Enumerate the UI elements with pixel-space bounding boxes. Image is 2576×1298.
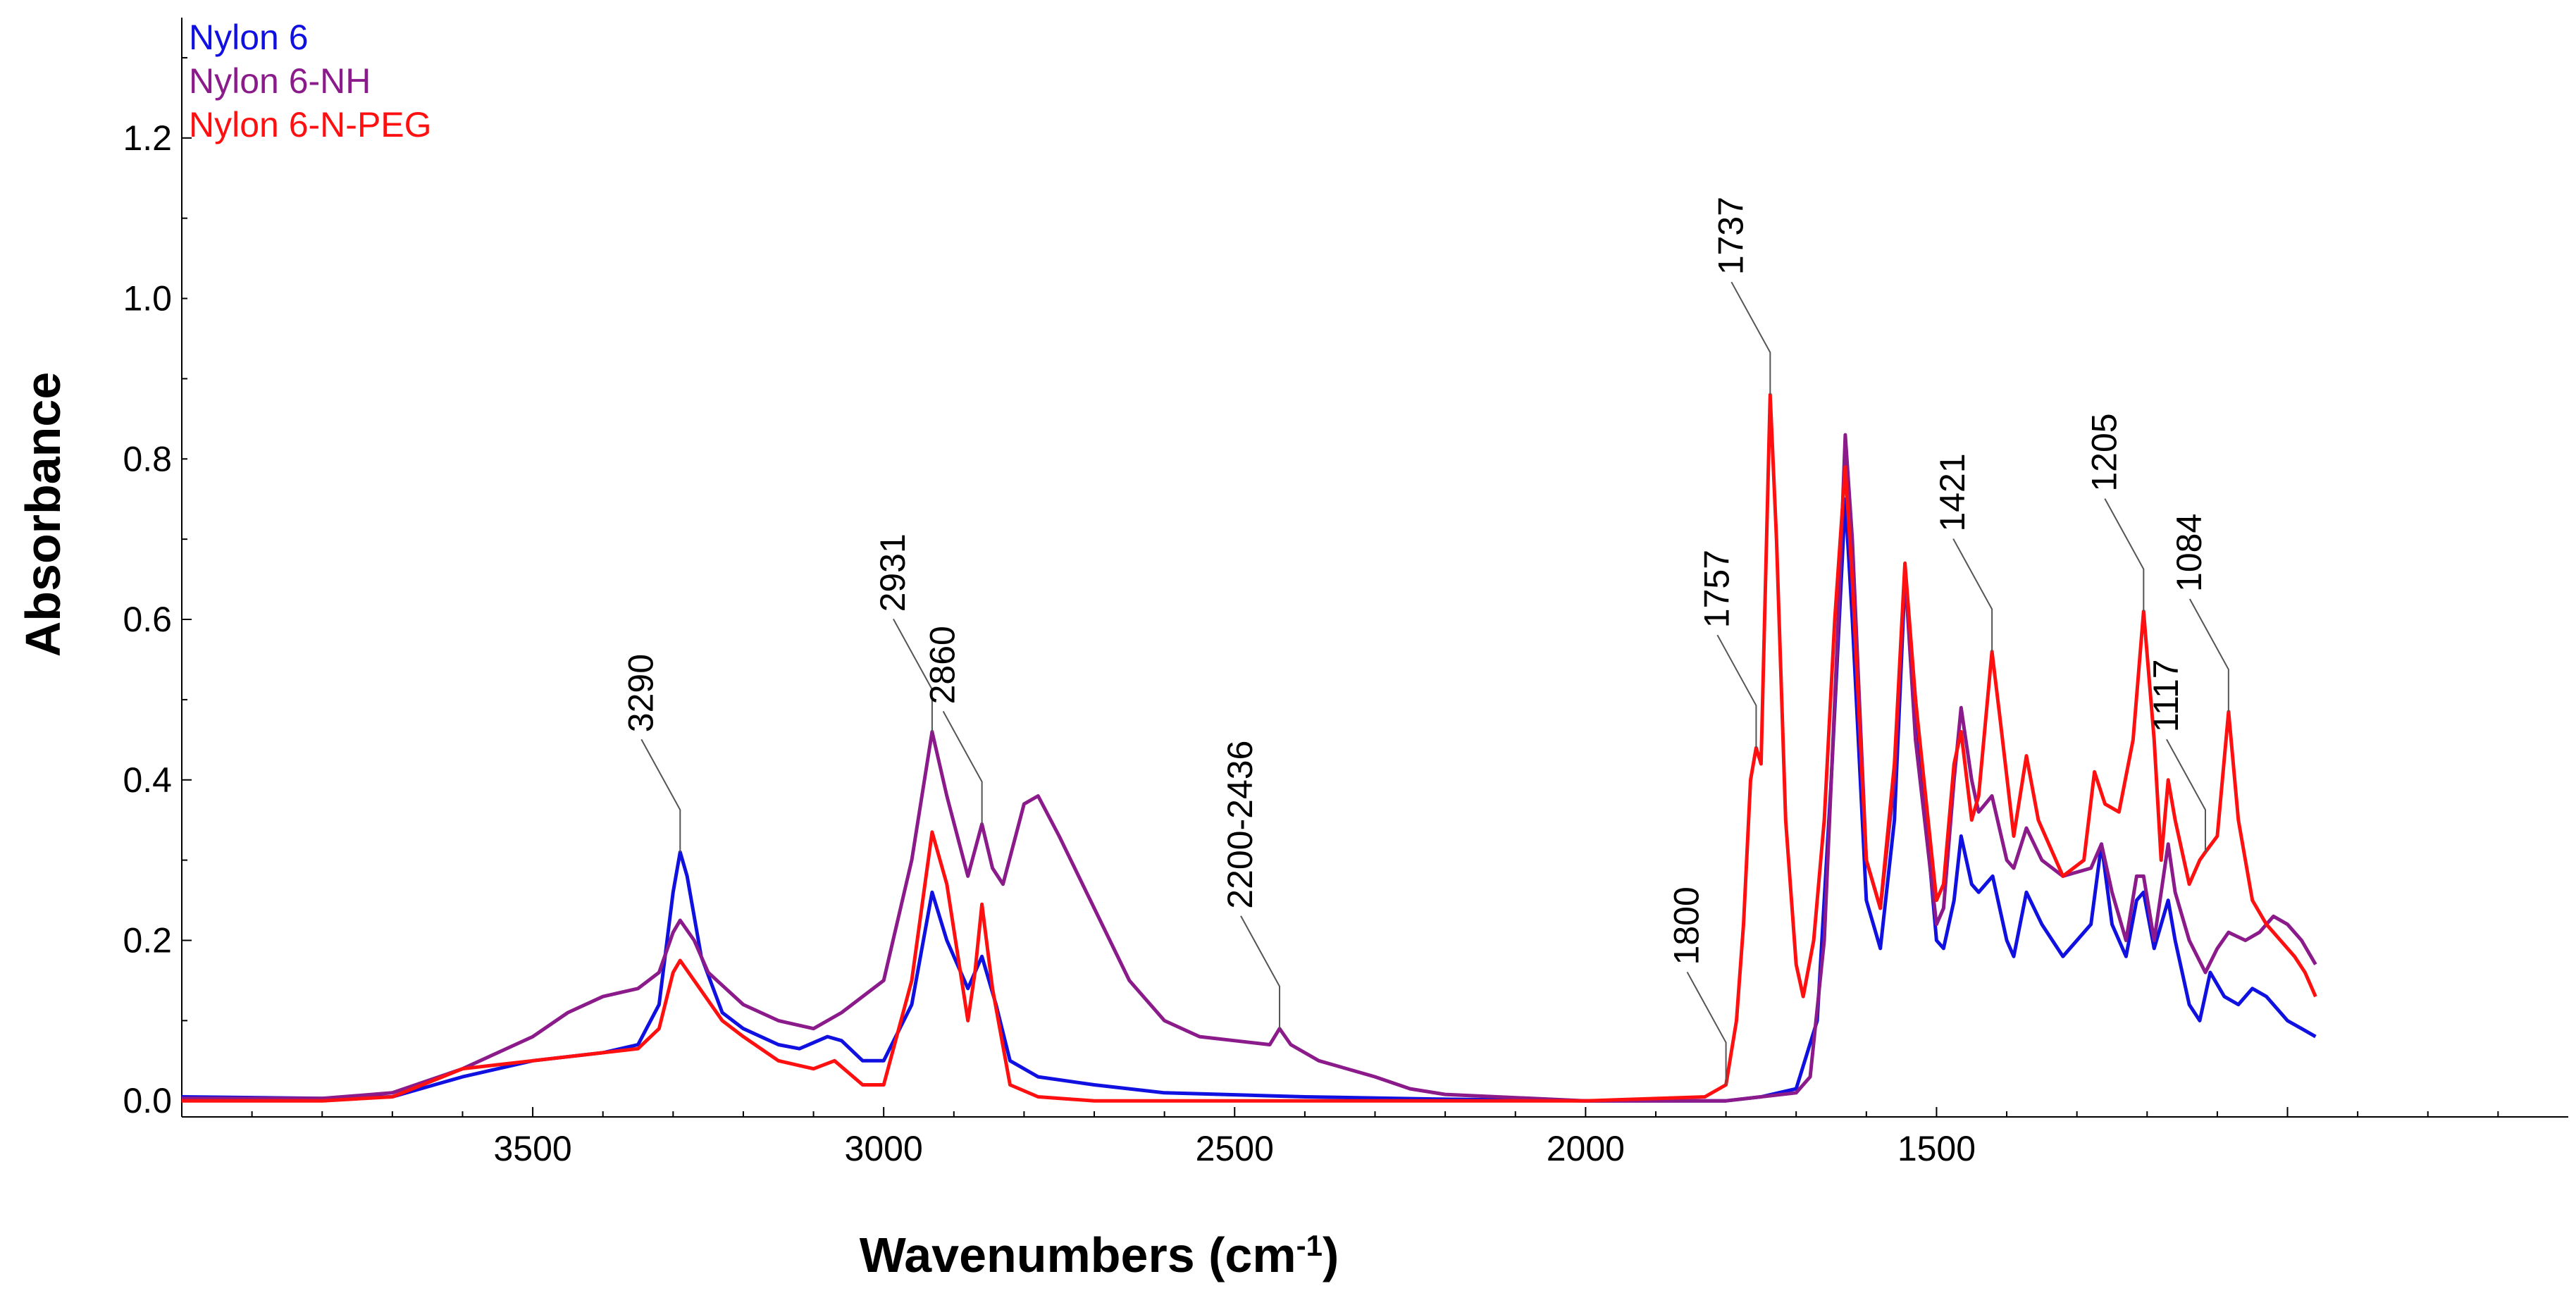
x-tick-label: 1500 bbox=[1897, 1129, 1976, 1168]
x-tick-label: 2500 bbox=[1196, 1129, 1274, 1168]
series-line-1 bbox=[182, 433, 2317, 1103]
annotation-leader bbox=[1952, 538, 1993, 652]
annotation-label: 1205 bbox=[2084, 413, 2124, 491]
x-axis-title: Wavenumbers (cm-1) bbox=[860, 1228, 1339, 1282]
annotation-label: 2200-2436 bbox=[1220, 741, 1260, 909]
y-tick-label: 1.0 bbox=[123, 279, 172, 319]
legend-entry: Nylon 6-NH bbox=[189, 61, 371, 101]
annotation-leader bbox=[1240, 915, 1281, 1029]
annotation-label: 1421 bbox=[1933, 453, 1972, 531]
annotation-leader bbox=[1686, 971, 1727, 1085]
annotation-label: 2931 bbox=[873, 533, 912, 612]
x-tick-label: 3000 bbox=[845, 1129, 923, 1168]
annotation-leader bbox=[893, 618, 933, 732]
annotation-label: 1800 bbox=[1667, 886, 1707, 965]
annotation-label: 1117 bbox=[2146, 659, 2186, 732]
annotation-leader bbox=[942, 710, 983, 824]
axes: 0.0 0.2 0.4 0.6 0.8 1.0 1.2 3500 3000 2500 2000 150… bbox=[123, 18, 2568, 1168]
y-tick-label: 0.8 bbox=[123, 439, 172, 478]
y-tick-label: 0.6 bbox=[123, 600, 172, 639]
annotation-leader bbox=[2188, 598, 2229, 712]
x-tick-label: 3500 bbox=[493, 1129, 571, 1168]
series-layer bbox=[181, 393, 2317, 1103]
annotation-leader bbox=[2166, 738, 2206, 853]
annotation-label: 1737 bbox=[1711, 197, 1750, 275]
annotation-leader bbox=[640, 738, 681, 853]
annotation-label: 1757 bbox=[1697, 550, 1736, 628]
y-tick-label: 0.2 bbox=[123, 920, 172, 960]
annotation-leader bbox=[1730, 281, 1771, 395]
series-line-2 bbox=[182, 393, 2317, 1103]
annotation-label: 2860 bbox=[923, 626, 962, 704]
y-tick-label: 0.0 bbox=[123, 1081, 172, 1120]
legend-entry: Nylon 6 bbox=[189, 18, 309, 57]
legend: Nylon 6 Nylon 6-NH Nylon 6-N-PEG bbox=[189, 18, 432, 144]
y-tick-label: 1.2 bbox=[123, 118, 172, 158]
y-axis-title: Absorbance bbox=[16, 372, 70, 657]
annotation-layer: 3290 2931 2860 2200-2436 1800 1757 1737 1421 120… bbox=[621, 197, 2229, 1085]
x-tick-label: 2000 bbox=[1547, 1129, 1625, 1168]
annotation-leader bbox=[2104, 498, 2145, 612]
y-tick-label: 0.4 bbox=[123, 760, 172, 800]
legend-entry: Nylon 6-N-PEG bbox=[189, 105, 432, 144]
annotation-label: 1084 bbox=[2169, 514, 2209, 592]
annotation-leader bbox=[1716, 634, 1757, 748]
annotation-label: 3290 bbox=[621, 654, 660, 732]
